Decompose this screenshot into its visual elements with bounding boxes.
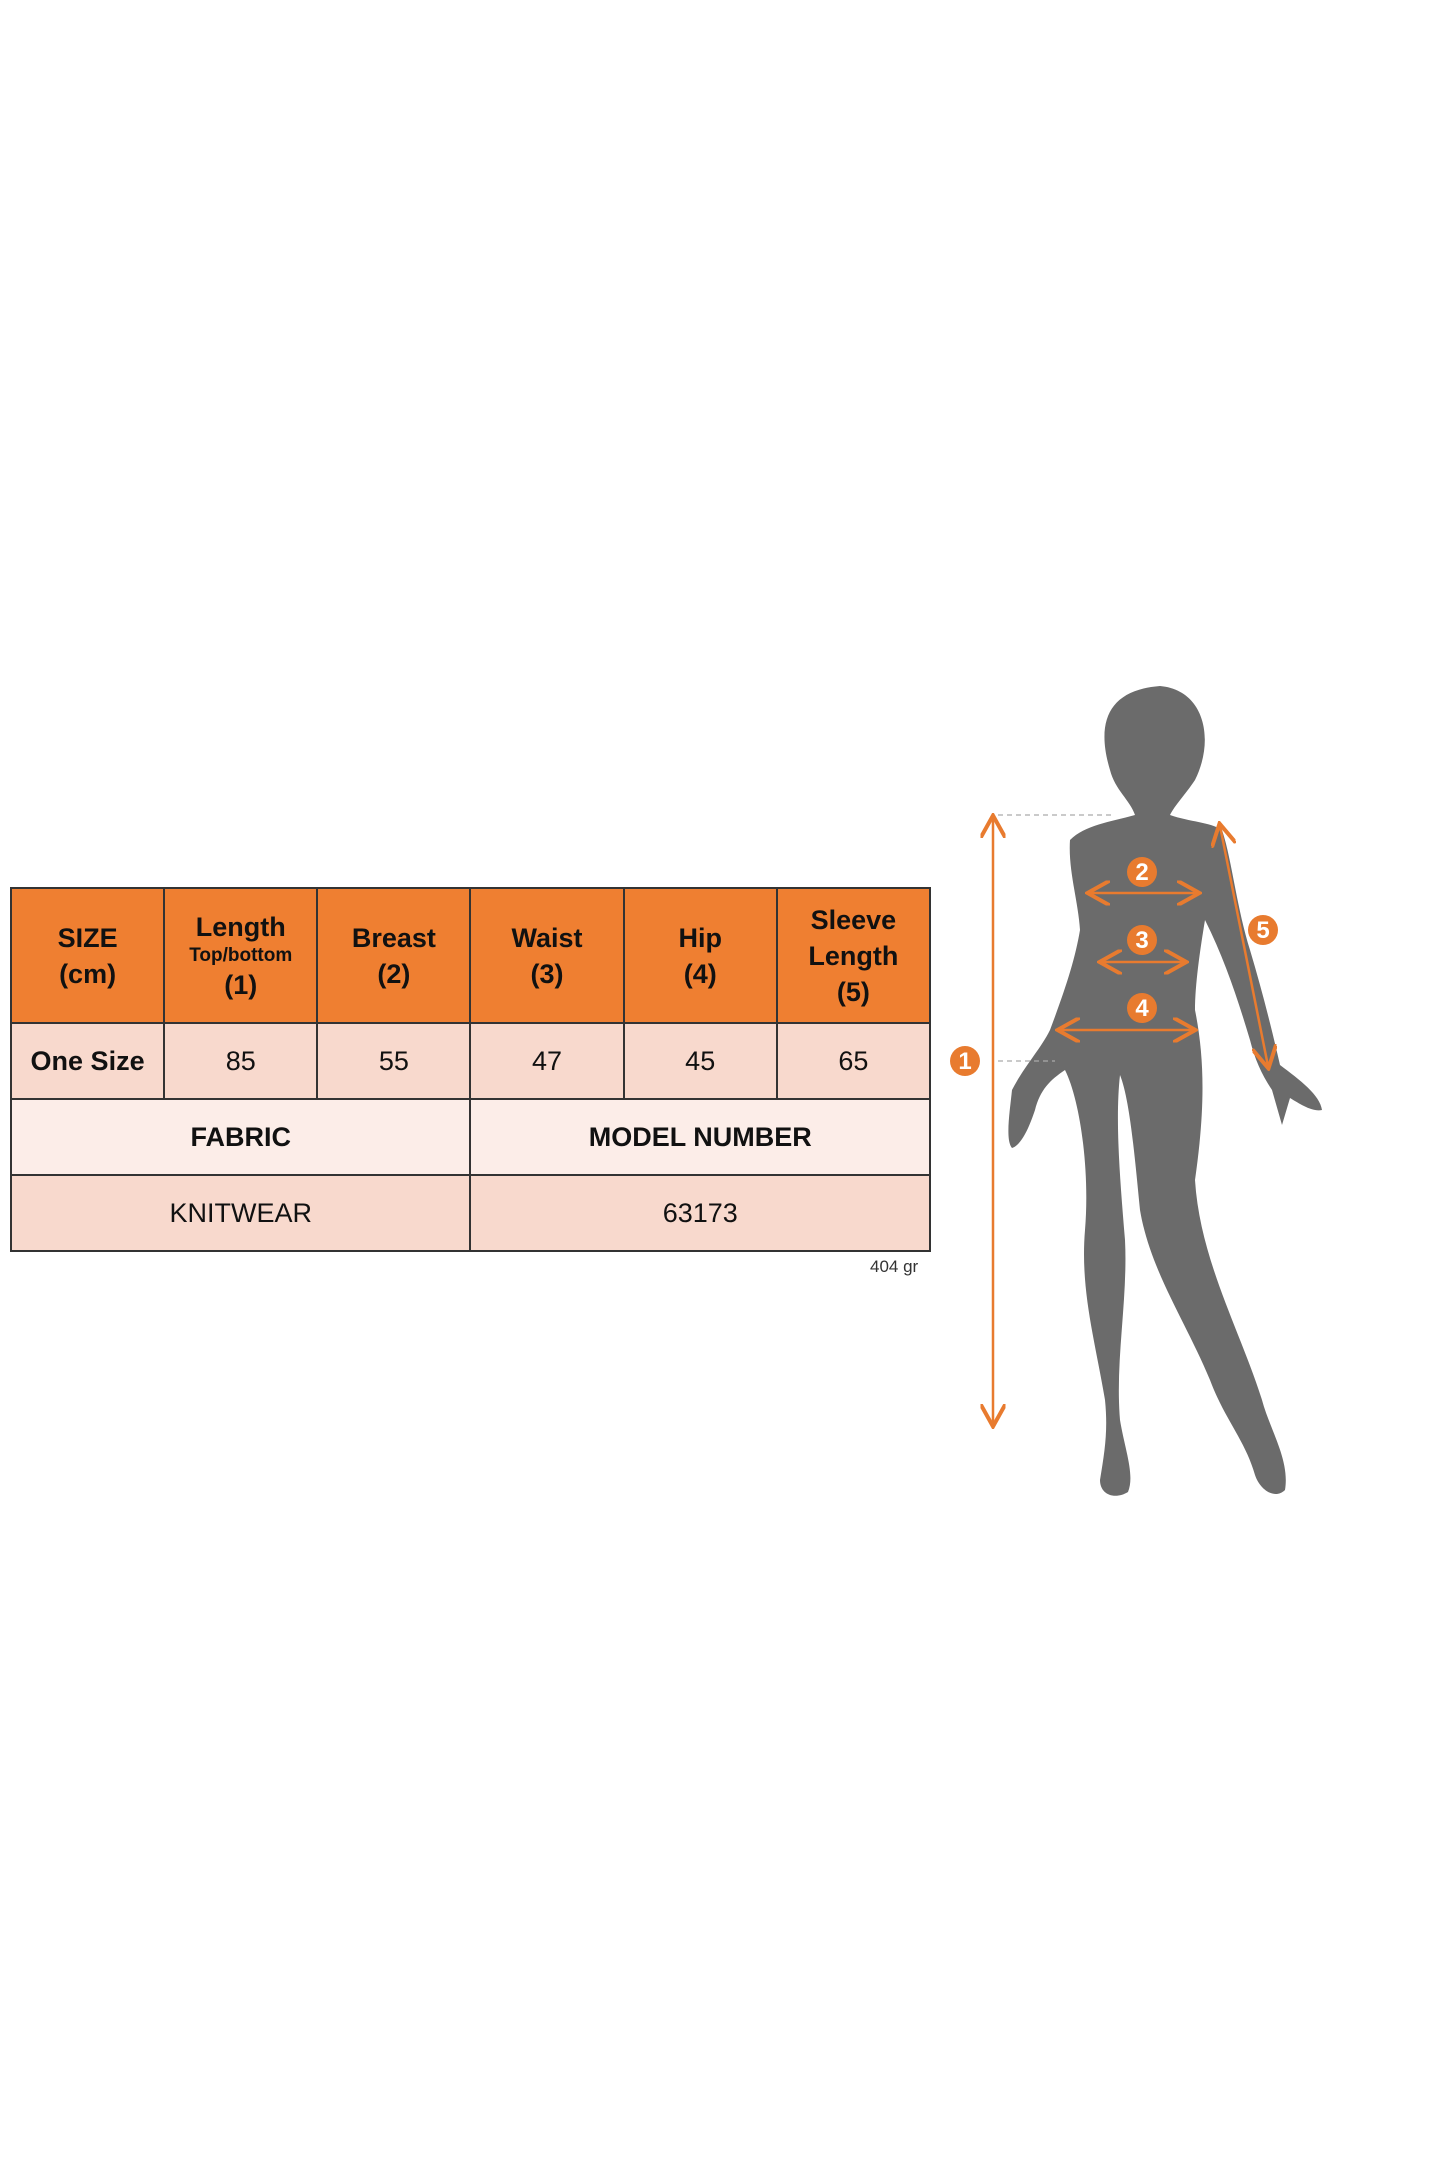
header-length: Length Top/bottom (1) [163, 887, 319, 1024]
table-row: FABRIC MODEL NUMBER [9, 1098, 931, 1176]
header-breast: Breast (2) [316, 887, 472, 1024]
sleeve-cell: 65 [775, 1022, 932, 1100]
header-text: Sleeve [810, 904, 897, 935]
table-row: One Size 85 55 47 45 65 [9, 1022, 932, 1100]
badge-text: 5 [1256, 917, 1269, 944]
header-text: SIZE [57, 922, 118, 953]
length-cell: 85 [163, 1022, 319, 1100]
header-text: (2) [377, 958, 411, 989]
size-chart-table: SIZE (cm) Length Top/bottom (1) Breast (2) W… [9, 887, 932, 1252]
model-number-value: 63173 [469, 1174, 931, 1252]
header-subtext: Top/bottom [189, 944, 293, 966]
badge-text: 3 [1135, 927, 1148, 954]
header-text: Length [808, 940, 899, 971]
badge-1: 1 [950, 1046, 980, 1076]
waist-cell: 47 [469, 1022, 625, 1100]
weight-label: 404 gr [870, 1257, 919, 1276]
header-row: SIZE (cm) Length Top/bottom (1) Breast (2) W… [9, 887, 932, 1024]
header-text: (3) [530, 958, 564, 989]
header-text: (cm) [59, 958, 117, 989]
model-number-label: MODEL NUMBER [469, 1098, 931, 1176]
silhouette [1008, 686, 1322, 1496]
badge-5: 5 [1248, 915, 1278, 945]
header-hip: Hip (4) [622, 887, 778, 1024]
hip-cell: 45 [622, 1022, 778, 1100]
fabric-value: KNITWEAR [9, 1174, 472, 1252]
header-text: Breast [351, 922, 436, 953]
size-cell: One Size [9, 1022, 166, 1100]
badge-text: 2 [1135, 859, 1148, 886]
breast-cell: 55 [316, 1022, 472, 1100]
header-text: (1) [224, 969, 258, 1000]
header-size: SIZE (cm) [9, 887, 166, 1024]
badge-text: 1 [958, 1048, 971, 1075]
header-text: Length [195, 911, 286, 942]
header-waist: Waist (3) [469, 887, 625, 1024]
header-sleeve: Sleeve Length (5) [775, 887, 932, 1024]
header-text: Waist [511, 922, 583, 953]
fabric-label: FABRIC [9, 1098, 472, 1176]
badge-3: 3 [1127, 925, 1157, 955]
badge-4: 4 [1127, 993, 1157, 1023]
sleeve-arrow [1220, 826, 1268, 1066]
table-row: KNITWEAR 63173 [9, 1174, 931, 1252]
badge-2: 2 [1127, 857, 1157, 887]
header-text: Hip [678, 922, 722, 953]
header-text: (5) [836, 976, 870, 1007]
badge-text: 4 [1135, 995, 1149, 1022]
header-text: (4) [683, 958, 717, 989]
